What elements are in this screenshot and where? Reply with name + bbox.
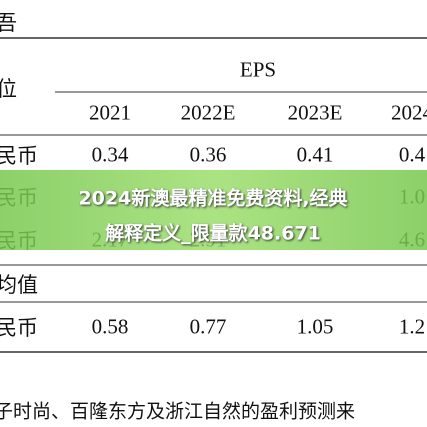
cell: 0.41 <box>296 142 334 167</box>
column-header: 2022E <box>180 100 236 125</box>
banner-line: 2024新澳最精准免费资料,经典 <box>78 187 348 210</box>
column-header: 2021 <box>89 100 131 125</box>
cell: 0.4 <box>398 142 426 167</box>
cell: 0.34 <box>91 142 129 167</box>
row-label: 民币 <box>0 144 38 168</box>
cell: 0.58 <box>91 314 129 339</box>
group-header: EPS <box>239 57 277 82</box>
column-header: 2023E <box>287 100 343 125</box>
row-label: 民币 <box>0 316 38 340</box>
banner-line: 解释定义_限量款48.671 <box>105 222 321 245</box>
unit-header: 位 <box>0 77 17 101</box>
banner: 2024新澳最精准免费资料,经典 解释定义_限量款48.671 <box>0 170 427 250</box>
cell: 0.77 <box>189 314 227 339</box>
corner: 吾 <box>0 11 17 35</box>
column-header: 2024 <box>391 100 427 125</box>
cell: 0.36 <box>189 142 227 167</box>
cell: 1.05 <box>296 314 334 339</box>
section: 均值 <box>0 273 38 297</box>
cell: 1.2 <box>398 314 426 339</box>
footnote: 子时尚、百隆东方及浙江自然的盈利预测来 <box>0 401 356 423</box>
